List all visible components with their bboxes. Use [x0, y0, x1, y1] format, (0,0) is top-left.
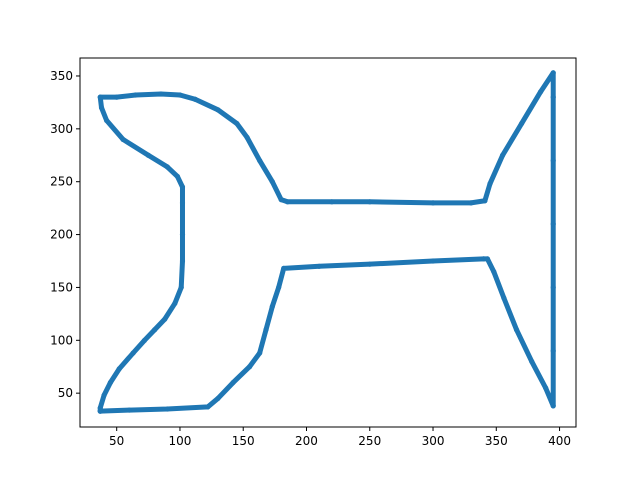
- x-tick-label: 300: [422, 434, 445, 448]
- data-point: [107, 379, 113, 386]
- data-point: [215, 107, 221, 113]
- y-tick-label: 150: [50, 280, 73, 294]
- plot-frame: [79, 57, 577, 428]
- data-point: [179, 258, 186, 264]
- data-point: [550, 284, 556, 291]
- data-point: [98, 105, 105, 111]
- data-point: [284, 199, 291, 205]
- series-layer: [97, 70, 556, 414]
- x-tick-label: 100: [169, 434, 192, 448]
- data-point: [179, 200, 186, 206]
- data-point: [244, 134, 250, 140]
- data-point: [230, 379, 236, 386]
- data-point: [430, 200, 436, 206]
- data-point: [141, 337, 148, 343]
- data-point: [278, 197, 284, 203]
- data-point: [276, 284, 282, 291]
- data-point: [164, 406, 170, 412]
- data-point: [162, 316, 168, 322]
- data-point: [269, 303, 275, 310]
- data-point: [177, 92, 183, 98]
- data-point: [316, 263, 322, 269]
- data-point: [329, 199, 335, 205]
- data-point: [158, 91, 164, 97]
- y-tick-label: 350: [50, 69, 73, 83]
- data-point: [205, 404, 211, 410]
- x-tick-label: 400: [548, 434, 571, 448]
- data-point: [367, 261, 373, 267]
- data-point: [543, 385, 549, 391]
- data-point: [246, 364, 253, 370]
- data-point: [234, 120, 240, 127]
- data-point: [164, 164, 170, 170]
- data-point: [172, 300, 178, 306]
- data-point: [97, 94, 103, 100]
- x-axis: 50 100 150 200 250 300 350 400: [109, 427, 571, 448]
- data-point: [257, 350, 263, 356]
- data-point: [550, 70, 556, 76]
- data-point: [501, 295, 507, 301]
- data-point: [126, 407, 132, 413]
- x-tick-label: 150: [232, 434, 255, 448]
- data-point: [174, 173, 181, 180]
- x-tick-label: 350: [485, 434, 508, 448]
- data-point: [537, 89, 544, 95]
- series-line: [97, 70, 556, 414]
- data-point: [529, 358, 535, 365]
- data-point: [550, 221, 556, 227]
- x-tick-label: 200: [295, 434, 318, 448]
- data-point: [179, 231, 186, 238]
- x-tick-label: 50: [109, 434, 124, 448]
- data-point: [215, 395, 221, 402]
- data-point: [518, 120, 525, 127]
- y-axis: 50 100 150 200 250 300 350: [50, 69, 80, 400]
- data-point: [130, 350, 136, 356]
- data-point: [133, 92, 139, 98]
- data-point: [367, 199, 373, 205]
- data-point: [482, 198, 488, 204]
- y-tick-label: 100: [50, 333, 73, 347]
- y-tick-label: 200: [50, 228, 73, 242]
- data-point: [179, 184, 186, 190]
- data-point: [103, 117, 110, 123]
- data-point: [550, 348, 556, 354]
- data-point: [97, 408, 103, 414]
- data-point: [484, 256, 491, 262]
- data-point: [114, 94, 120, 100]
- data-point: [116, 366, 122, 372]
- data-point: [500, 152, 506, 158]
- data-point: [145, 152, 151, 158]
- y-tick-label: 50: [58, 386, 73, 400]
- x-tick-label: 250: [358, 434, 381, 448]
- data-point: [152, 327, 158, 333]
- y-tick-label: 300: [50, 122, 73, 136]
- data-point: [481, 256, 487, 262]
- data-point: [257, 157, 263, 164]
- data-point: [269, 179, 275, 185]
- data-point: [281, 265, 287, 272]
- data-point: [487, 181, 493, 187]
- data-point: [468, 200, 474, 206]
- data-point: [120, 136, 126, 143]
- data-point: [178, 284, 184, 291]
- data-point: [101, 392, 107, 398]
- data-point: [430, 258, 436, 264]
- data-point: [513, 327, 520, 333]
- data-point: [263, 327, 269, 333]
- data-point: [550, 157, 556, 164]
- data-point: [491, 268, 497, 275]
- data-point: [550, 94, 556, 100]
- y-tick-label: 250: [50, 175, 73, 189]
- data-point: [192, 96, 198, 102]
- data-point: [550, 403, 556, 409]
